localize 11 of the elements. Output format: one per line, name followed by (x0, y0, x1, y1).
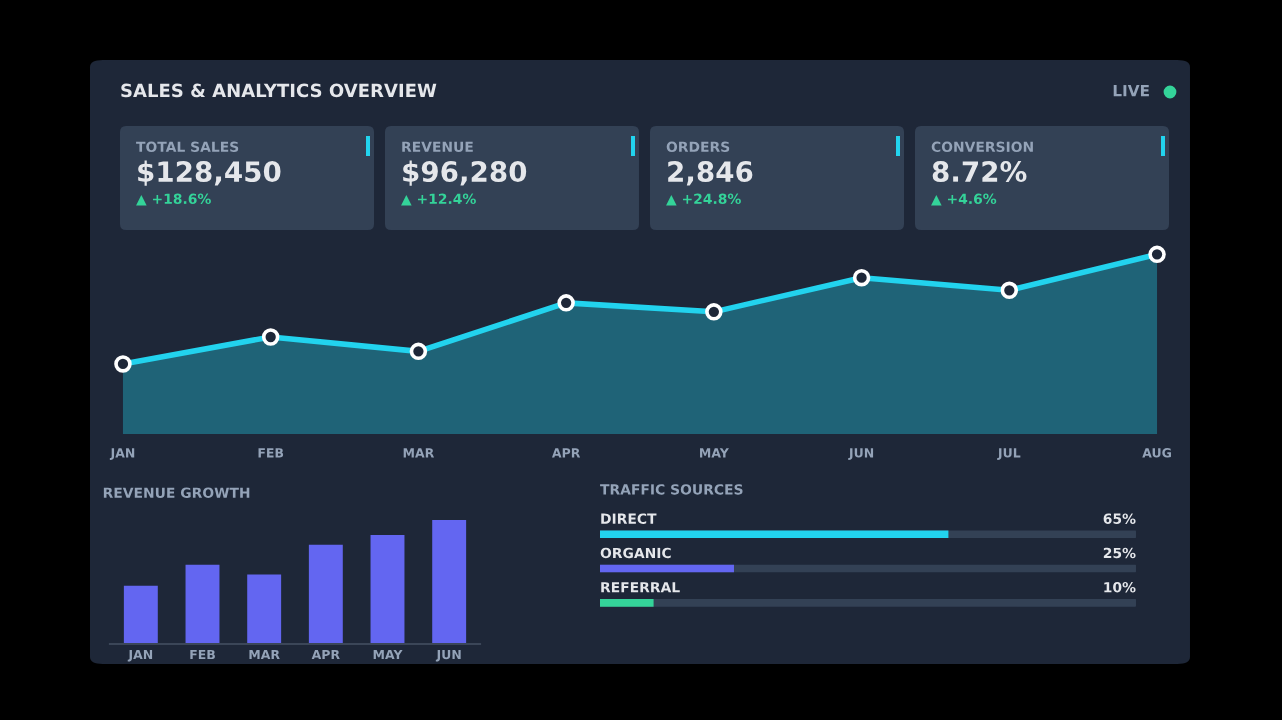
text: 2,846 (668, 161, 753, 186)
bar (432, 520, 467, 644)
bar (308, 544, 343, 644)
bar (247, 574, 282, 644)
text: 8.72% (932, 161, 1027, 183)
bar (123, 585, 158, 644)
bar (185, 564, 220, 644)
bar (370, 534, 405, 644)
text: $128,450 (138, 160, 281, 186)
text: $96,280 (403, 160, 527, 186)
text: SALES & ANALYTICS OVERVIEW (121, 83, 437, 98)
